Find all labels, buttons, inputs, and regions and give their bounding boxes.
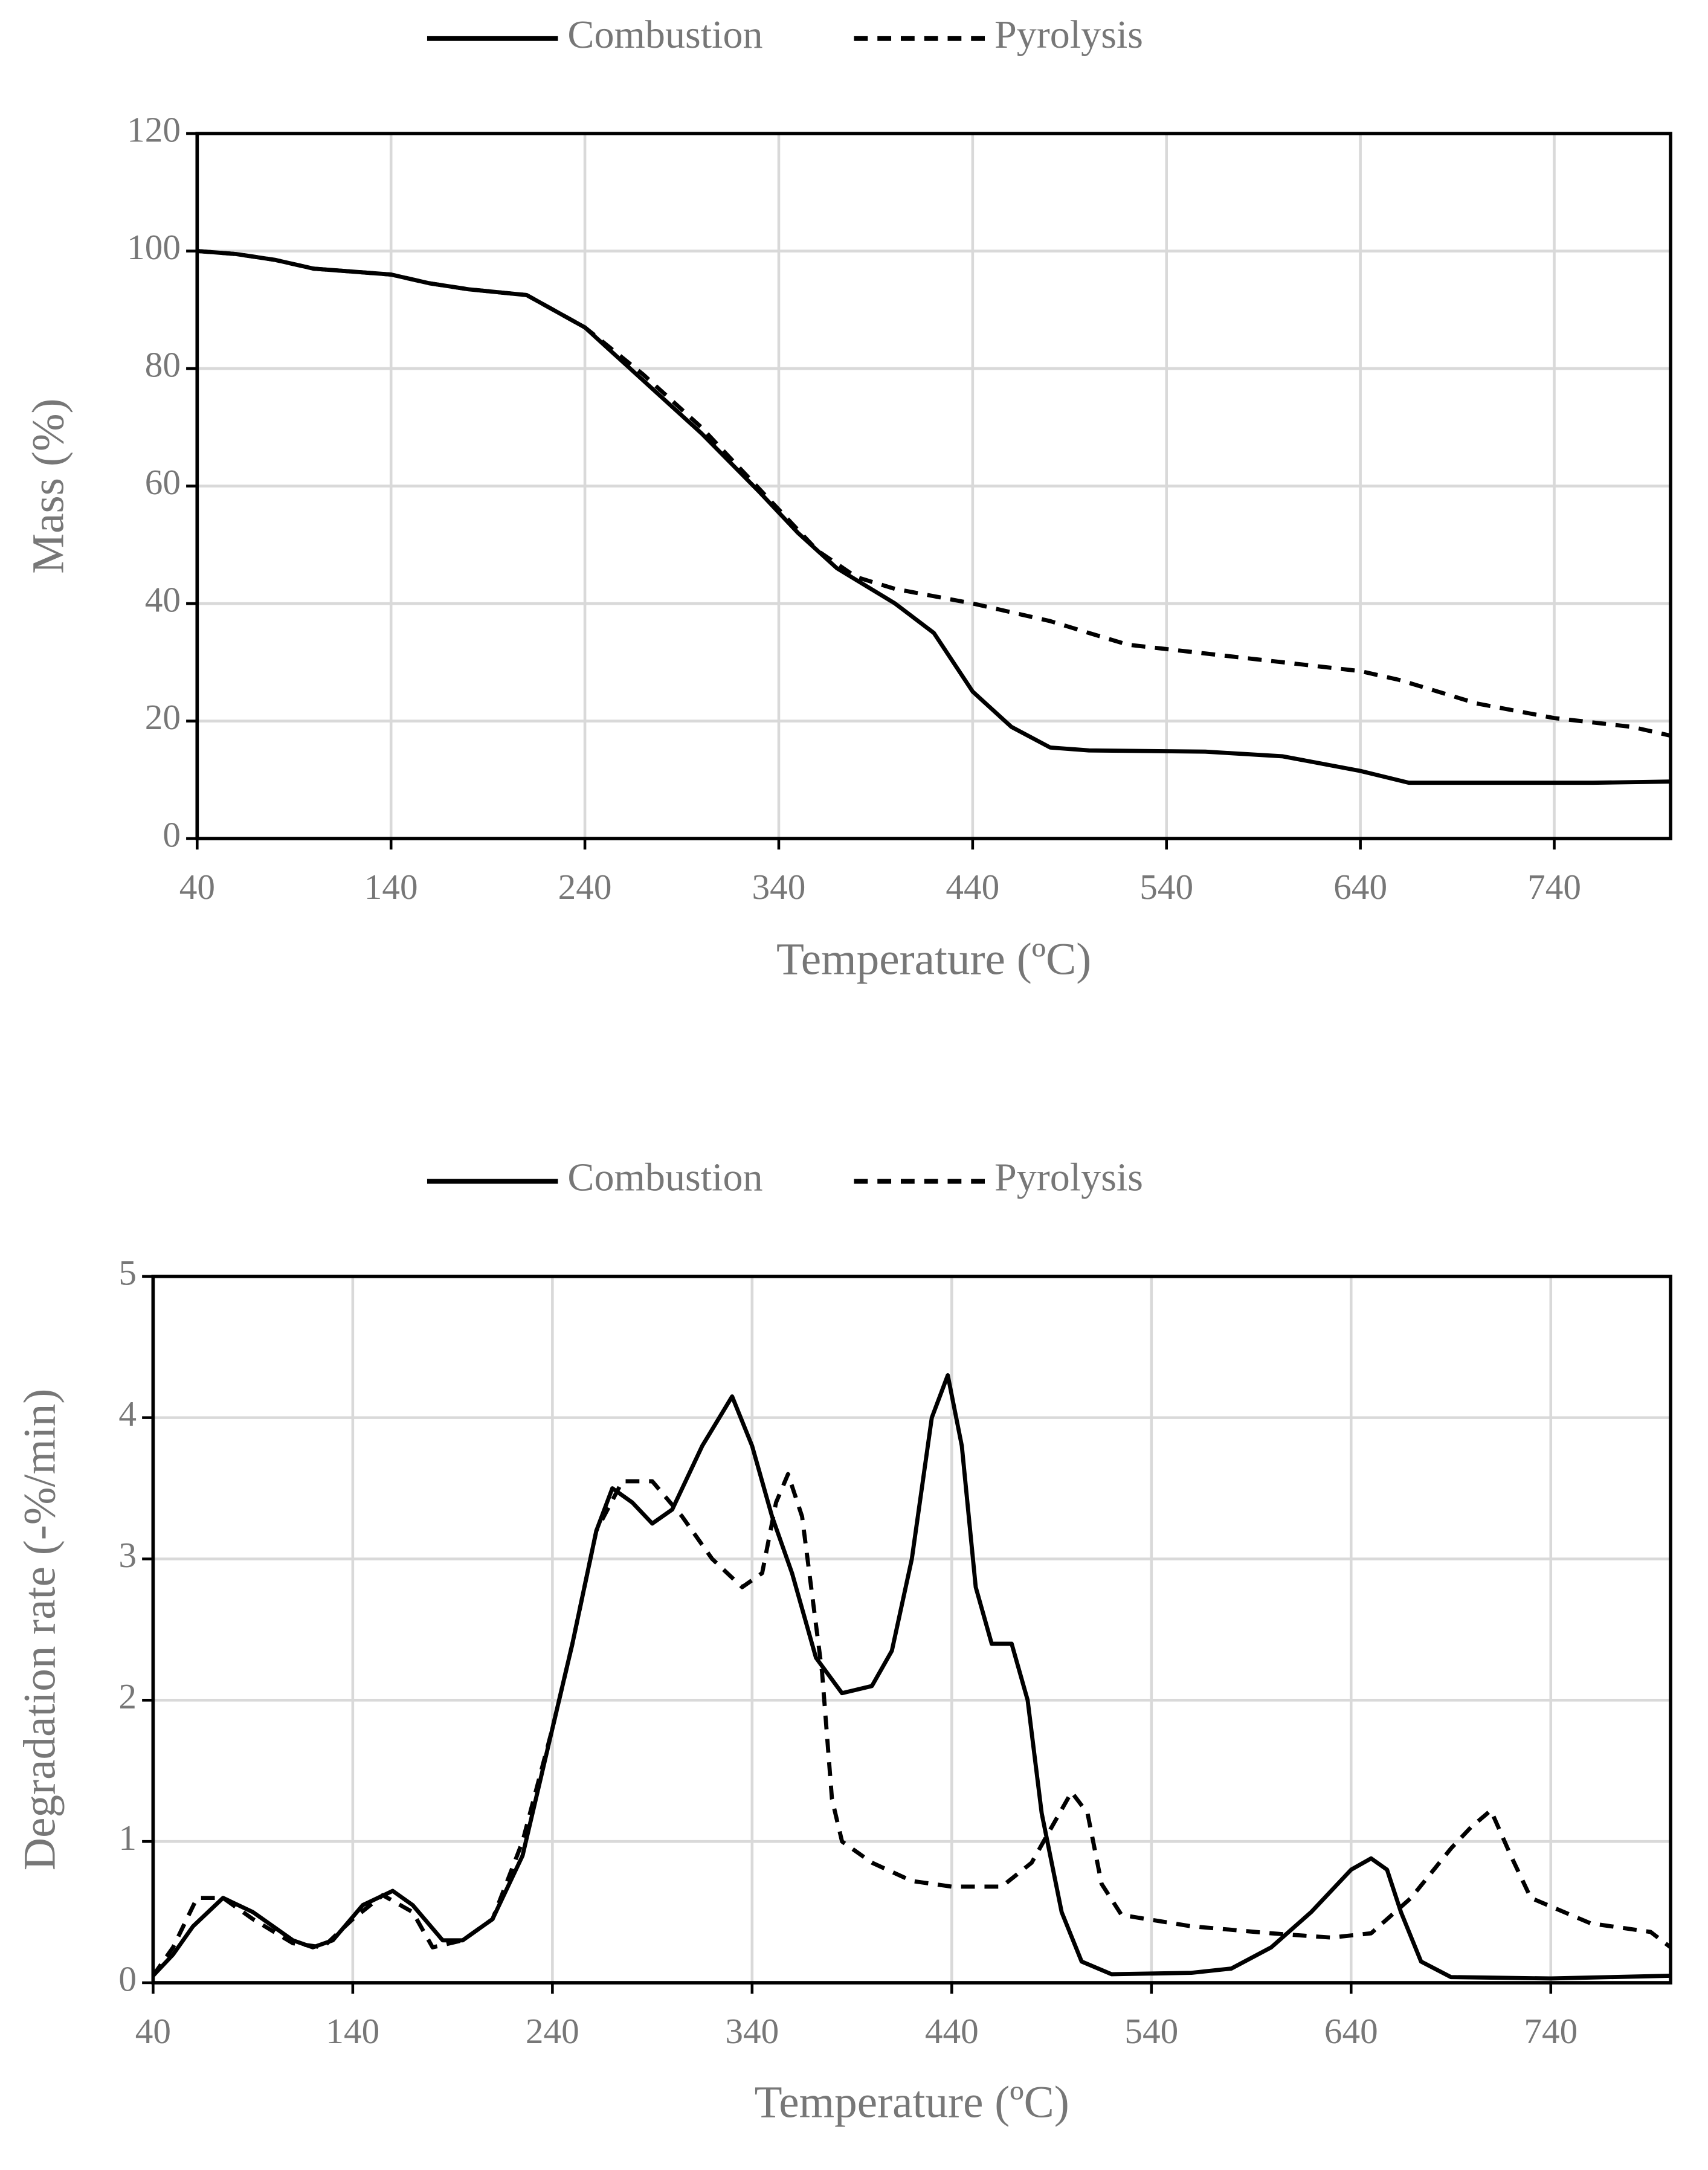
x-tick-label: 540 (1139, 867, 1193, 907)
y-tick-label: 2 (118, 1676, 137, 1716)
y-tick-label: 60 (145, 462, 181, 502)
legend-label: Combustion (567, 1156, 762, 1200)
y-axis-label: Degradation rate (-%/min) (15, 1389, 65, 1871)
x-tick-label: 740 (1524, 2011, 1577, 2051)
x-axis-label: Temperature (ºC) (776, 935, 1091, 985)
y-tick-label: 120 (127, 110, 181, 150)
legend-label: Pyrolysis (994, 1156, 1143, 1200)
y-axis-label: Mass (%) (23, 398, 73, 573)
y-tick-label: 0 (118, 1959, 137, 1999)
y-tick-label: 4 (118, 1394, 137, 1434)
x-tick-label: 740 (1527, 867, 1581, 907)
data-line (151, 1472, 1672, 1977)
legend-label: Combustion (567, 13, 762, 57)
x-tick-label: 140 (364, 867, 418, 907)
y-tick-label: 0 (163, 815, 181, 855)
y-tick-label: 100 (127, 227, 181, 267)
x-tick-label: 40 (135, 2011, 171, 2051)
data-line (197, 249, 1671, 785)
plot-frame (151, 1274, 1672, 1985)
x-tick-label: 440 (925, 2011, 979, 2051)
y-tick-label: 5 (118, 1252, 137, 1292)
x-tick-label: 240 (558, 867, 612, 907)
y-tick-label: 20 (145, 697, 181, 737)
y-tick-label: 40 (145, 580, 181, 620)
x-tick-label: 340 (725, 2011, 779, 2051)
y-tick-label: 3 (118, 1535, 137, 1575)
x-tick-label: 540 (1124, 2011, 1178, 2051)
y-tick-label: 1 (118, 1818, 137, 1858)
x-tick-label: 40 (179, 867, 215, 907)
plot-frame (195, 132, 1672, 840)
legend-label: Pyrolysis (994, 13, 1143, 57)
x-axis-label: Temperature (ºC) (755, 2077, 1069, 2127)
data-line (197, 249, 1671, 738)
x-tick-label: 140 (326, 2011, 379, 2051)
x-tick-label: 640 (1333, 867, 1387, 907)
x-tick-label: 240 (526, 2011, 579, 2051)
x-tick-label: 440 (946, 867, 999, 907)
y-tick-label: 80 (145, 345, 181, 385)
x-tick-label: 640 (1324, 2011, 1378, 2051)
x-tick-label: 340 (752, 867, 806, 907)
data-line (151, 1373, 1671, 1981)
